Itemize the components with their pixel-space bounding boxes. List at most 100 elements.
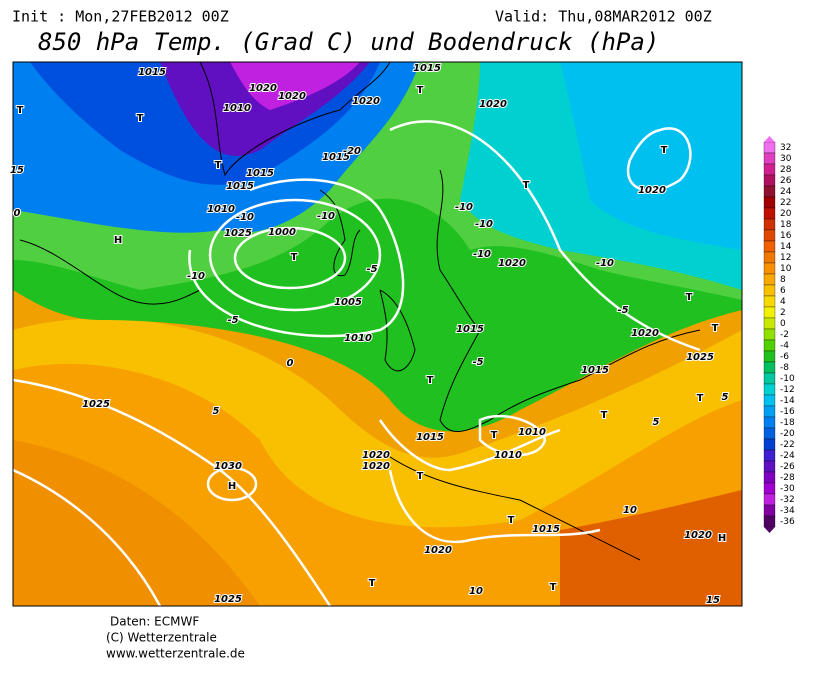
pressure-center: T	[523, 180, 530, 191]
colorbar-label: 10	[780, 264, 792, 274]
isoline-label: 1020	[631, 328, 659, 339]
colorbar-label: -20	[780, 429, 795, 439]
pressure-center: T	[427, 375, 434, 386]
pressure-center: H	[114, 235, 122, 246]
colorbar-swatch	[763, 361, 776, 374]
colorbar-label: -30	[780, 484, 795, 494]
isoline-label: 1015	[581, 365, 609, 376]
isoline-label: 10	[623, 505, 637, 516]
pressure-center: T	[508, 515, 515, 526]
colorbar-swatch	[763, 251, 776, 264]
colorbar-label: 22	[780, 198, 791, 208]
isoline-label: 1010	[207, 204, 235, 215]
pressure-center: T	[369, 578, 376, 589]
isoline-label: 1025	[82, 399, 110, 410]
isoline-label: 1020	[249, 83, 277, 94]
colorbar-swatch	[763, 515, 776, 528]
colorbar-swatch	[763, 163, 776, 176]
colorbar-swatch	[763, 152, 776, 165]
isoline-label: -5	[227, 315, 238, 326]
isoline-label: -10	[596, 258, 614, 269]
colorbar-swatch	[763, 372, 776, 385]
isoline-label: -5	[617, 305, 628, 316]
colorbar-swatch	[763, 493, 776, 506]
colorbar-label: 8	[780, 275, 786, 285]
isoline-label: 1015	[226, 181, 254, 192]
isoline-label: 1015	[532, 524, 560, 535]
colorbar-swatch	[763, 185, 776, 198]
colorbar-swatch	[763, 196, 776, 209]
colorbar-label: -24	[780, 451, 795, 461]
colorbar-swatch	[763, 229, 776, 242]
colorbar-label: -26	[780, 462, 795, 472]
isoline-label: 5	[653, 417, 660, 428]
pressure-center: T	[215, 160, 222, 171]
map-labels: TTTT101510201020101010201015-20101510151…	[9, 62, 729, 607]
colorbar-swatch	[763, 438, 776, 451]
colorbar-label: -32	[780, 495, 795, 505]
colorbar-swatch	[763, 306, 776, 319]
isoline-label: 1030	[214, 461, 242, 472]
isoline-label: 1025	[214, 594, 242, 605]
pressure-center: T	[17, 105, 24, 116]
isoline-label: 15	[10, 165, 24, 176]
isoline-label: 1015	[246, 168, 274, 179]
isoline-label: 0	[14, 208, 21, 219]
colorbar-cap	[764, 527, 775, 533]
isoline-label: -10	[455, 202, 473, 213]
isoline-label: -10	[317, 211, 335, 222]
colorbar-label: 24	[780, 187, 792, 197]
isoline-label: -10	[187, 271, 205, 282]
pressure-center: T	[550, 582, 557, 593]
isoline-label: 1020	[424, 545, 452, 556]
pressure-center: T	[417, 471, 424, 482]
colorbar-swatch	[763, 471, 776, 484]
isoline-label: -5	[472, 357, 483, 368]
colorbar-label: 0	[780, 319, 786, 329]
isoline-label: 1015	[322, 152, 350, 163]
colorbar-swatch	[763, 416, 776, 429]
colorbar-swatch	[763, 339, 776, 352]
isoline-label: 15	[706, 595, 720, 606]
colorbar-label: 32	[780, 143, 791, 153]
pressure-center: T	[417, 85, 424, 96]
colorbar-label: -10	[780, 374, 795, 384]
pressure-center: T	[697, 393, 704, 404]
pressure-center: T	[601, 410, 608, 421]
colorbar: 32302826242220181614121086420-2-4-6-8-10…	[763, 136, 795, 533]
pressure-center: H	[718, 533, 726, 544]
colorbar-label: -2	[780, 330, 789, 340]
init-time: Init : Mon,27FEB2012 00Z	[12, 8, 229, 26]
isoline-label: 1020	[498, 258, 526, 269]
colorbar-swatch	[763, 427, 776, 440]
colorbar-label: 6	[780, 286, 786, 296]
isoline-label: 5	[722, 392, 729, 403]
pressure-center: T	[686, 292, 693, 303]
isoline-label: 1010	[518, 427, 546, 438]
colorbar-label: 16	[780, 231, 792, 241]
colorbar-label: -6	[780, 352, 789, 362]
isoline-label: 1015	[413, 63, 441, 74]
isoline-label: 1000	[268, 227, 296, 238]
footer-url: www.wetterzentrale.de	[106, 647, 245, 661]
colorbar-swatch	[763, 240, 776, 253]
isoline-label: 1010	[223, 103, 251, 114]
isoline-label: 1005	[334, 297, 362, 308]
colorbar-label: 2	[780, 308, 786, 318]
colorbar-swatch	[763, 383, 776, 396]
colorbar-swatch	[763, 504, 776, 517]
pressure-center: T	[661, 145, 668, 156]
colorbar-label: -18	[780, 418, 795, 428]
colorbar-label: 12	[780, 253, 791, 263]
footer-copyright: (C) Wetterzentrale	[106, 631, 217, 645]
pressure-center: T	[712, 323, 719, 334]
isoline-label: 1020	[684, 530, 712, 541]
colorbar-label: 20	[780, 209, 792, 219]
isoline-label: 1010	[344, 333, 372, 344]
colorbar-swatch	[763, 317, 776, 330]
colorbar-label: 18	[780, 220, 792, 230]
colorbar-label: -36	[780, 517, 795, 527]
isoline-label: 1020	[479, 99, 507, 110]
isoline-label: 1015	[138, 67, 166, 78]
